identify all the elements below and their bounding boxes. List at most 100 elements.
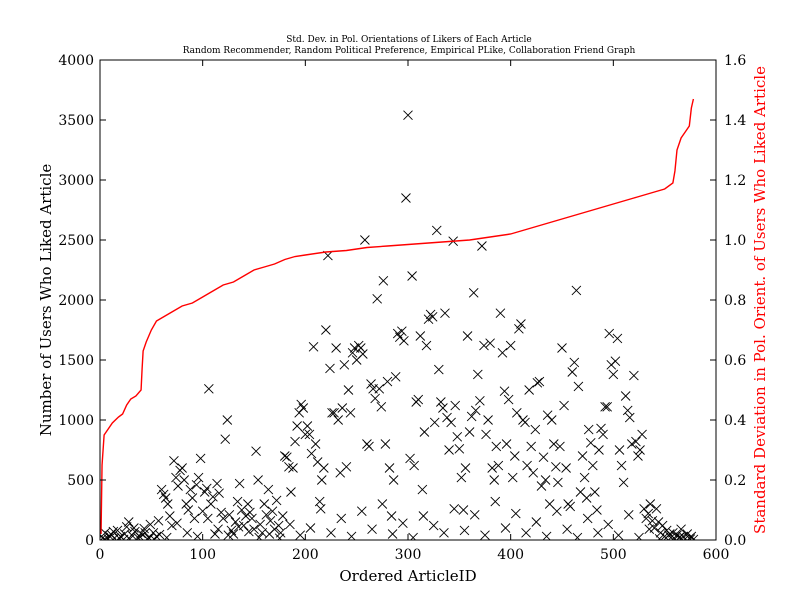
scatter-point (557, 343, 567, 353)
scatter-point (308, 341, 319, 352)
scatter-point (316, 475, 327, 485)
scatter-point (418, 511, 429, 521)
scatter-point (505, 340, 516, 351)
scatter-point (538, 452, 549, 463)
scatter-point (559, 400, 569, 411)
scatter-point (160, 493, 171, 503)
scatter-point (510, 508, 521, 519)
scatter-point (162, 499, 173, 509)
scatter-point (337, 403, 348, 413)
scatter-point (253, 475, 263, 485)
scatter-point (282, 452, 292, 463)
scatter-point (325, 363, 335, 374)
scatter-point (590, 487, 600, 497)
scatter-point (657, 520, 668, 531)
scatter-point (153, 515, 164, 526)
scatter-point (499, 386, 510, 397)
scatter-point (318, 463, 329, 473)
scatter-point (224, 509, 235, 520)
scatter-point (327, 407, 337, 418)
scatter-point (274, 533, 285, 540)
scatter-point (598, 429, 608, 440)
y-axis-right: 0.0 0.2 0.4 0.6 0.8 1.0 1.2 1.4 1.6 (710, 53, 746, 549)
scatter-point (593, 527, 603, 538)
scatter-point (561, 463, 571, 473)
scatter-point (206, 499, 216, 509)
scatter-point (600, 401, 610, 412)
scatter-point (472, 369, 483, 380)
scatter-point (380, 439, 391, 449)
scatter-point (197, 506, 208, 517)
scatter-point (213, 524, 223, 535)
scatter-point (526, 441, 537, 452)
scatter-point (390, 371, 401, 382)
scatter-point (534, 376, 545, 387)
scatter-point (358, 349, 368, 359)
scatter-point (552, 506, 562, 517)
scatter-point (290, 436, 300, 447)
scatter-point (477, 241, 487, 251)
scatter-point (202, 513, 213, 524)
x-tick-label: 300 (395, 547, 422, 563)
y-right-tick-label: 1.4 (724, 113, 746, 129)
scatter-point (212, 478, 222, 489)
scatter-point (343, 385, 354, 395)
scatter-point (546, 415, 557, 425)
scatter-point (183, 505, 194, 515)
scatter-point (191, 479, 202, 490)
scatter-point (444, 445, 454, 455)
scatter-point (255, 519, 265, 530)
line-series (100, 98, 695, 535)
y-tick-label: 3500 (58, 113, 94, 129)
scatter-point (490, 496, 501, 507)
scatter-point (612, 333, 623, 344)
scatter-point (479, 340, 489, 351)
scatter-point (613, 530, 624, 540)
scatter-point (374, 383, 385, 394)
scatter-point (208, 491, 218, 502)
scatter-point (604, 328, 615, 339)
scatter-point (571, 285, 582, 296)
scatter-point (531, 517, 542, 527)
scatter-point (524, 385, 534, 395)
scatter-point (284, 461, 294, 472)
scatter-point (372, 293, 383, 304)
scatter-point (195, 453, 206, 464)
scatter-point (259, 499, 270, 509)
scatter-point (503, 394, 514, 405)
scatter-point (530, 424, 541, 435)
scatter-point (637, 429, 647, 440)
scatter-point (469, 509, 480, 520)
scatter-point (265, 515, 276, 526)
scatter-point (452, 431, 463, 442)
scatter-point (480, 530, 490, 540)
scatter-series (100, 110, 699, 540)
y-tick-label: 1500 (58, 353, 94, 369)
scatter-point (456, 472, 467, 483)
y-right-tick-label: 0.0 (724, 533, 746, 549)
scatter-point (489, 475, 500, 485)
scatter-point (356, 506, 367, 517)
scatter-point (438, 403, 448, 413)
scatter-point (567, 367, 578, 377)
scatter-point (304, 429, 315, 440)
scatter-point (587, 460, 598, 471)
scatter-point (336, 513, 347, 524)
scatter-point (403, 110, 413, 121)
scatter-point (415, 331, 426, 341)
scatter-point (641, 513, 652, 524)
chart-title: Std. Dev. in Pol. Orientations of Likers… (286, 35, 531, 45)
y-axis-left: 0 500 1000 1500 2000 2500 3000 3500 4000 (58, 53, 106, 549)
scatter-point (192, 531, 203, 540)
scatter-point (245, 507, 255, 518)
scatter-point (397, 326, 407, 337)
scatter-point (288, 463, 298, 473)
scatter-point (286, 487, 296, 497)
scatter-point (285, 519, 295, 530)
scatter-point (462, 331, 473, 341)
scatter-point (123, 517, 134, 527)
scatter-point (565, 501, 576, 512)
scatter-point (631, 436, 641, 447)
scatter-point (161, 532, 172, 540)
